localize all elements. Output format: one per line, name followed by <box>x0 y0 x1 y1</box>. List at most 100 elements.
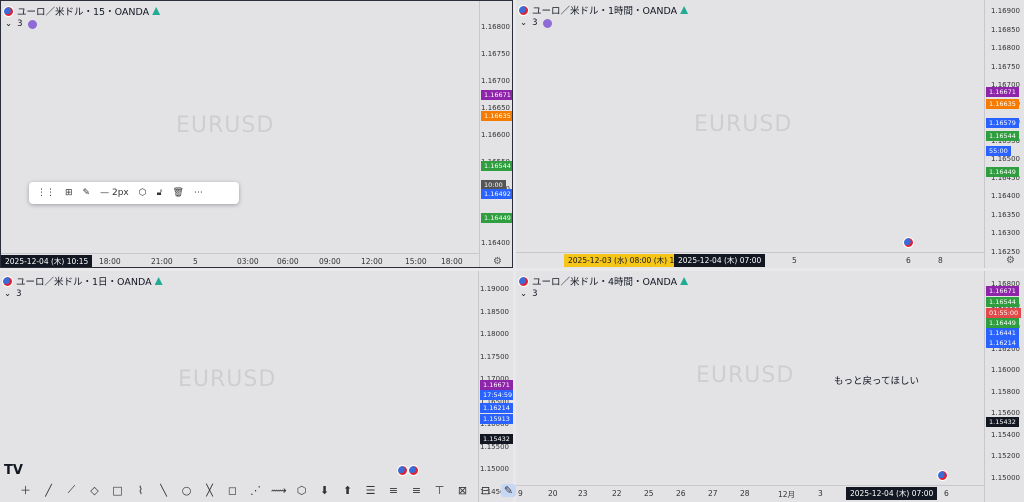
drawing-tool-16-icon[interactable]: ≡ <box>388 483 399 497</box>
time-axis[interactable]: 18:00 21:00 5 03:00 06:00 09:00 12:00 15:00 18:0… <box>1 253 479 267</box>
settings-icon[interactable]: ⬡ <box>138 188 147 198</box>
market-open-icon <box>680 277 689 285</box>
symbol-watermark: EURUSD <box>696 363 795 388</box>
indicator-icon <box>27 19 37 29</box>
price-tag: 1.16635 <box>986 99 1019 109</box>
drawing-tool-12-icon[interactable]: ⬡ <box>296 483 307 497</box>
symbol-header[interactable]: ユーロ／米ドル・1時間・OANDA <box>518 3 689 17</box>
drawing-tool-9-icon[interactable]: ◻ <box>227 483 238 497</box>
drawing-tool-4-icon[interactable]: □ <box>112 483 123 497</box>
symbol-header[interactable]: ユーロ／米ドル・1日・OANDA <box>2 274 163 288</box>
drawing-tool-20-icon[interactable]: ⊟ <box>480 483 491 497</box>
price-tag: 10:00 <box>481 180 506 190</box>
chart-pane-1d[interactable]: ユーロ／米ドル・1日・OANDA ⌄ 3 EURUSD 1.19000 1.185… <box>0 271 513 502</box>
time-tick-label: 6 <box>906 256 911 265</box>
drawing-tool-6-icon[interactable]: ╲ <box>160 483 167 497</box>
drawing-tool-19-icon[interactable]: ⊠ <box>457 483 468 497</box>
price-tag: 1.16671 <box>480 380 513 390</box>
drawing-tool-8-icon[interactable]: ╳ <box>206 483 213 497</box>
indicator-row[interactable]: ⌄ 3 <box>520 18 552 28</box>
time-tick-label: 20 <box>548 489 558 498</box>
price-tag: 1.15432 <box>480 434 513 444</box>
trash-icon[interactable]: 🗑︎ <box>172 188 184 198</box>
drawing-tool-3-icon[interactable]: ◇ <box>90 483 99 497</box>
time-axis[interactable]: 5 6 8 2025-12-03 (水) 08:00 (木) 17 2025-12-04… <box>516 252 984 268</box>
price-tick-label: 1.15000 <box>991 473 1020 482</box>
price-tag: 1.16671 <box>481 90 512 100</box>
eu-us-flag-icon <box>3 5 14 17</box>
drawing-tool-1-icon[interactable]: ╱ <box>45 483 52 497</box>
drawing-tool-5-icon[interactable]: ⌇ <box>137 483 144 497</box>
time-tick-label: 18:00 <box>441 257 463 266</box>
chevron-down-icon[interactable]: ⌄ <box>520 289 528 299</box>
indicator-row[interactable]: ⌄ 3 <box>4 289 22 299</box>
price-tag: 1.16214 <box>986 338 1019 348</box>
crosshair-time-tag: 2025-12-04 (木) 07:00 <box>846 487 938 500</box>
annotation-text[interactable]: もっと戻ってほしい <box>834 376 920 387</box>
time-tick-label: 28 <box>740 489 750 498</box>
chevron-down-icon[interactable]: ⌄ <box>4 289 12 299</box>
price-tick-label: 1.17500 <box>480 352 509 361</box>
price-tag: 1.16449 <box>986 318 1019 328</box>
price-axis[interactable]: 1.16800 1.16750 1.16700 1.16650 1.16600 1.165… <box>479 1 512 267</box>
more-icon[interactable]: ⋯ <box>193 188 203 198</box>
pen-color-icon[interactable]: ✎ <box>82 188 91 198</box>
price-tag: 1.16671 <box>986 286 1019 296</box>
chevron-down-icon[interactable]: ⌄ <box>5 19 13 29</box>
time-axis[interactable]: 92023222526272812月3462025-12-04 (木) 07:0… <box>516 485 984 502</box>
price-tag: 01:55:00 <box>986 308 1022 318</box>
chevron-down-icon[interactable]: ⌄ <box>520 18 528 28</box>
symbol-header[interactable]: ユーロ／米ドル・4時間・OANDA <box>518 274 689 288</box>
price-axis[interactable]: 1.19000 1.18500 1.18000 1.17500 1.17000 1.165… <box>478 271 513 502</box>
eu-us-flag-icon <box>518 4 529 16</box>
symbol-header[interactable]: ユーロ／米ドル・15・OANDA <box>3 4 161 18</box>
price-tick-label: 1.14500 <box>480 487 509 496</box>
gear-icon[interactable]: ⚙ <box>1006 255 1015 266</box>
price-tick-label: 1.16450 <box>991 173 1020 182</box>
time-tick-label: 25 <box>644 489 654 498</box>
time-tick-label: 3 <box>818 489 823 498</box>
chart-pane-1h[interactable]: ユーロ／米ドル・1時間・OANDA ⌄ 3 EURUSD 1.16900 1.16… <box>516 0 1024 268</box>
tradingview-logo[interactable]: TV <box>4 463 23 478</box>
drawing-tool-13-icon[interactable]: ⬇ <box>319 483 330 497</box>
drawing-tool-17-icon[interactable]: ≡ <box>411 483 422 497</box>
drawing-float-toolbar[interactable]: ⋮⋮ ⊞ ✎ — 2px ⬡ 🔓︎ 🗑︎ ⋯ <box>29 182 239 204</box>
us-flag-icon <box>903 237 914 248</box>
indicator-row[interactable]: ⌄ 3 <box>5 19 37 29</box>
drag-handle-icon[interactable]: ⋮⋮ <box>37 188 55 198</box>
price-tick-label: 1.18500 <box>480 307 509 316</box>
price-axis[interactable]: 1.169001.168501.168001.167501.167001.166… <box>984 0 1024 268</box>
price-tick-label: 1.16500 <box>480 397 509 406</box>
drawing-tool-7-icon[interactable]: ○ <box>181 483 192 497</box>
line-width-button[interactable]: — 2px <box>100 188 129 198</box>
price-tick-label: 1.15000 <box>480 465 509 473</box>
price-tick-label: 1.16750 <box>481 50 510 58</box>
drawing-tool-21-icon[interactable]: ✎ <box>501 483 516 497</box>
indicator-count: 3 <box>532 289 538 299</box>
price-tick-label: 1.16400 <box>481 239 510 247</box>
indicator-icon <box>542 18 552 28</box>
drawing-tool-15-icon[interactable]: ☰ <box>365 483 376 497</box>
template-icon[interactable]: ⊞ <box>65 188 73 198</box>
indicator-row[interactable]: ⌄ 3 <box>520 289 538 299</box>
price-tick-label: 1.16250 <box>991 247 1020 256</box>
drawing-tool-0-icon[interactable]: ＋ <box>20 484 31 497</box>
lock-icon[interactable]: 🔓︎ <box>156 188 163 198</box>
drawing-toolbar[interactable]: ＋ ╱ ⟋ ◇ □ ⌇ ╲ ○ ╳ ◻ ⋰ ⟿ ⬡ ⬇ ⬆ ☰ ≡ ≡ ⊤ ⊠ ⊟ ✎ <box>18 481 516 499</box>
chart-pane-4h[interactable]: ユーロ／米ドル・4時間・OANDA ⌄ 3 EURUSD もっと戻ってほしい 1… <box>516 271 1024 502</box>
price-tag: 1.16214 <box>480 403 513 413</box>
drawing-tool-11-icon[interactable]: ⟿ <box>271 483 287 497</box>
price-tick-label: 1.17000 <box>480 375 509 383</box>
gear-icon[interactable]: ⚙ <box>493 256 502 267</box>
drawing-tool-10-icon[interactable]: ⋰ <box>250 483 261 497</box>
drawing-tool-2-icon[interactable]: ⟋ <box>67 483 76 496</box>
price-tick-label: 1.15400 <box>991 430 1020 439</box>
time-tick-label: 6 <box>944 489 949 498</box>
price-axis[interactable]: 1.168001.166001.164001.162001.160001.158… <box>984 271 1024 502</box>
chart-pane-15m[interactable]: ユーロ／米ドル・15・OANDA ⌄ 3 EURUSD 1.16800 1.167… <box>0 0 513 268</box>
price-tick-label: 1.16700 <box>991 81 1020 89</box>
time-tick-label: 9 <box>518 489 523 498</box>
time-tick-label: 09:00 <box>319 257 341 266</box>
drawing-tool-18-icon[interactable]: ⊤ <box>434 483 445 497</box>
drawing-tool-14-icon[interactable]: ⬆ <box>342 483 353 497</box>
